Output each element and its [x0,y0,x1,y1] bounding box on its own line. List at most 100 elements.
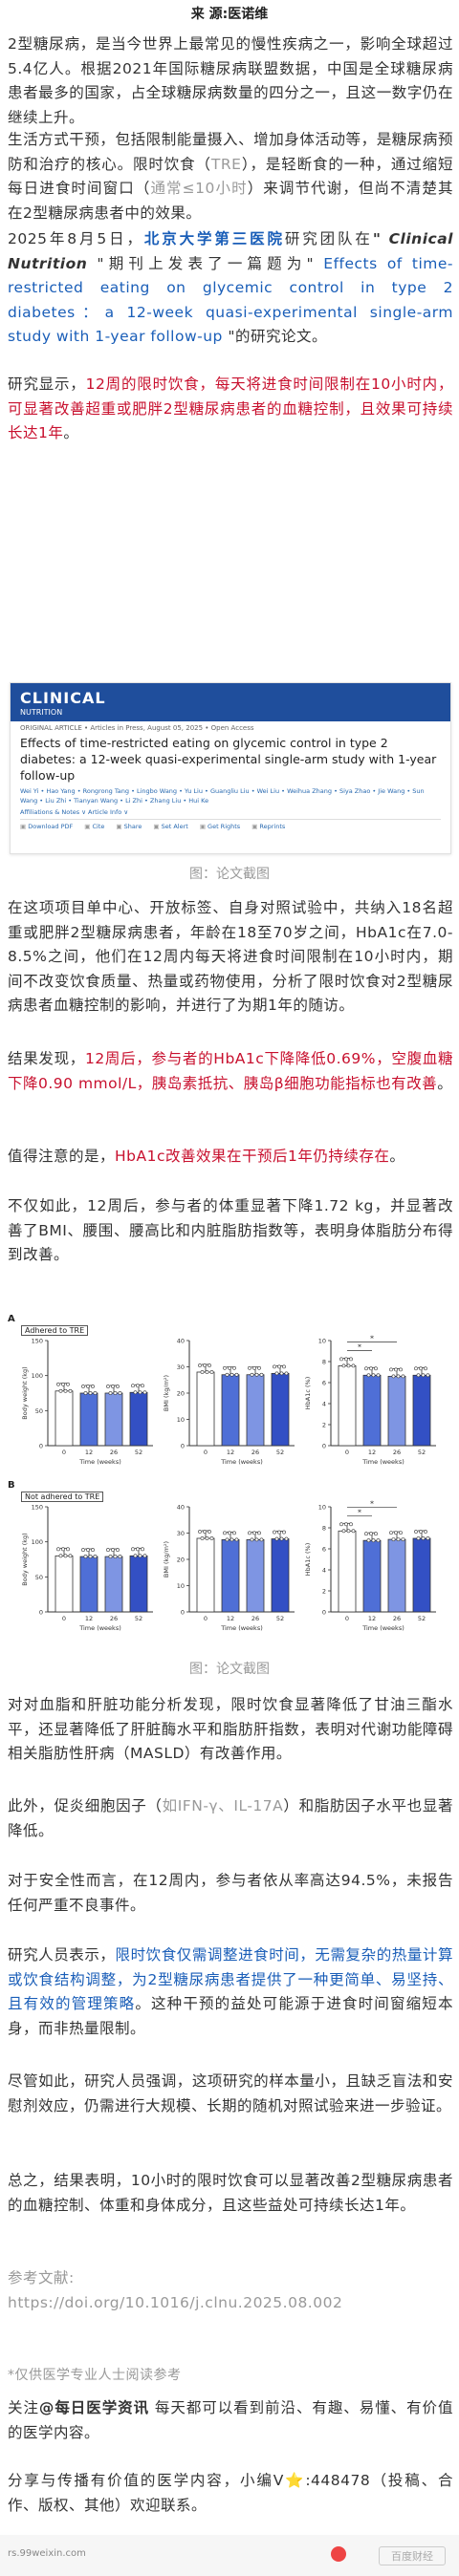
paper-screenshot: CLINICAL NUTRITION ORIGINAL ARTICLE • Ar… [10,682,451,854]
y-tick-label: 8 [322,1359,326,1366]
data-point [424,1366,427,1371]
panel-a-tag: Adhered to TRE [21,1325,89,1336]
lipid-paragraph: 对对血脂和肝脏功能分析发现，限时饮食显著降低了甘油三酯水平，还显著降低了肝脏酶水… [8,1696,453,1762]
data-point [131,1384,135,1388]
lifestyle-paragraph: 生活方式干预，包括限制能量摄入、增加身体活动等，是糖尿病预防和治疗的核心。限时饮… [8,128,453,225]
data-point [339,1522,343,1527]
data-point [374,1366,378,1371]
paper-title-link[interactable]: Effects of time-restricted eating on gly… [8,254,453,346]
share-action: Share [116,823,142,830]
data-point [346,1363,351,1368]
data-point [58,1554,63,1558]
data-point [339,1357,343,1362]
data-point [56,1382,60,1386]
data-point [138,1390,142,1395]
data-point [274,1536,279,1541]
data-point [131,1547,135,1552]
text-span: 关注 [8,2399,39,2416]
data-point [83,1555,88,1558]
data-point [259,1537,264,1542]
data-point [66,1382,70,1386]
article-meta: ORIGINAL ARTICLE • Articles in Press, Au… [20,724,254,732]
text-span: ）和脂肪因子水平也显著降低。 [8,1797,453,1839]
x-tick-label: 12 [368,1449,376,1456]
data-point [389,1367,393,1372]
data-point [234,1372,239,1377]
data-point [391,1374,396,1379]
data-point [257,1531,261,1535]
panel-a-label: A [8,1314,15,1324]
finding-paragraph: 研究显示，12周的限时饮食，每天将进食时间限制在10小时内，可显著改善超重或肥胖… [8,373,453,446]
data-point [118,1391,122,1395]
data-point [419,1366,423,1371]
data-point [250,1537,254,1542]
text-span: 如IFN-γ、IL-17A [162,1797,284,1814]
data-point [228,1531,231,1535]
account-link[interactable]: @每日医学资讯 [38,2399,150,2416]
weight-paragraph: 不仅如此，12周后，参与者的体重显著下降1.72 kg，并显著改善了BMI、腰围… [8,1197,453,1263]
panel-b-tag: Not adhered to TRE [21,1492,104,1502]
data-point [203,1363,207,1367]
reference-url[interactable]: https://doi.org/10.1016/j.clnu.2025.08.0… [8,2294,343,2311]
data-point [274,1371,279,1376]
data-point [205,1536,209,1540]
bar [221,1538,240,1613]
data-point [111,1385,115,1388]
data-point [225,1537,230,1542]
data-point [426,1536,430,1540]
references-title: 参考文献: [8,2269,75,2286]
bar [129,1391,148,1447]
y-tick-label: 100 [32,1372,43,1380]
y-tick-label: 40 [177,1338,185,1345]
y-tick-label: 10 [318,1504,326,1512]
methods-paragraph: 在这项项目单中心、开放标签、自身对照试验中，共纳入18名超重或肥胖2型糖尿病患者… [8,899,453,1014]
data-point [277,1364,281,1369]
data-point [394,1531,398,1535]
text-span: ），是轻断食的一种，通过缩短每日进食时间窗口（ [8,155,453,198]
data-point [349,1357,353,1362]
bar [271,1538,290,1613]
y-tick-label: 2 [322,1422,326,1429]
x-tick-label: 52 [276,1449,284,1456]
data-point [421,1373,426,1378]
text-span: 2025年8月5日， [8,230,144,247]
data-point [91,1548,95,1552]
y-tick-label: 10 [177,1416,185,1424]
x-tick-label: 26 [110,1449,118,1456]
data-point [371,1373,376,1378]
bar [338,1530,357,1613]
data-point [394,1367,398,1372]
data-point [284,1536,289,1541]
page-footer: rs.99weixin.com 百度财经 [0,2535,459,2576]
data-point [56,1547,60,1552]
data-point [108,1555,113,1558]
bar [246,1538,265,1613]
text-span: 研究人员表示， [8,1946,116,1964]
avatar [331,2546,346,2562]
x-tick-label: 26 [251,1449,259,1456]
text-span: 研究显示， [8,376,86,393]
y-tick-label: 2 [322,1588,326,1596]
x-axis-title: Time (weeks) [361,1624,404,1632]
footer-watermark: 百度财经 [379,2546,446,2565]
bar [412,1537,431,1613]
data-point [351,1529,356,1534]
y-tick-label: 4 [322,1401,326,1408]
data-point [391,1537,396,1542]
data-point [414,1530,418,1534]
data-point [344,1522,348,1527]
data-point [421,1536,426,1540]
significance-mark: * [370,1334,374,1342]
bar [104,1392,123,1447]
researcher-paragraph: 研究人员表示，限时饮食仅需调整进食时间，无需复杂的热量计算或饮食结构调整，为2型… [8,1943,453,2041]
x-tick-label: 0 [204,1615,208,1622]
conclusion-paragraph: 总之，结果表明，10小时的限时饮食可以显著改善2型糖尿病患者的血糖控制、体重和身… [8,2172,453,2214]
institution-link[interactable]: 北京大学第三医院 [143,230,285,247]
x-tick-label: 12 [227,1449,234,1456]
highlight-text: 12周的限时饮食，每天将进食时间限制在10小时内，可显著改善超重或肥胖2型糖尿病… [8,376,453,441]
highlight-text: HbA1c改善效果在干预后1年仍持续存在 [115,1148,390,1165]
data-point [118,1555,122,1558]
x-axis-title: Time (weeks) [78,1458,121,1466]
x-tick-label: 26 [393,1449,401,1456]
